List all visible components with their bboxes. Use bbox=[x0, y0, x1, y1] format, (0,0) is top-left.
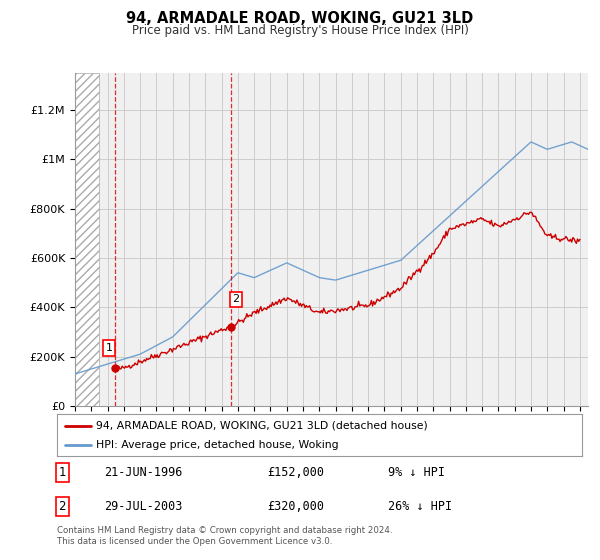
Text: 2: 2 bbox=[59, 500, 66, 513]
Text: £152,000: £152,000 bbox=[267, 465, 324, 479]
Text: £320,000: £320,000 bbox=[267, 500, 324, 513]
Text: 2: 2 bbox=[232, 295, 239, 304]
Text: Price paid vs. HM Land Registry's House Price Index (HPI): Price paid vs. HM Land Registry's House … bbox=[131, 24, 469, 36]
Text: 94, ARMADALE ROAD, WOKING, GU21 3LD (detached house): 94, ARMADALE ROAD, WOKING, GU21 3LD (det… bbox=[97, 421, 428, 431]
Text: 21-JUN-1996: 21-JUN-1996 bbox=[104, 465, 182, 479]
Text: Contains HM Land Registry data © Crown copyright and database right 2024.
This d: Contains HM Land Registry data © Crown c… bbox=[57, 526, 392, 546]
Text: 1: 1 bbox=[59, 465, 66, 479]
Text: 1: 1 bbox=[106, 343, 112, 353]
Text: 94, ARMADALE ROAD, WOKING, GU21 3LD: 94, ARMADALE ROAD, WOKING, GU21 3LD bbox=[127, 11, 473, 26]
Text: 26% ↓ HPI: 26% ↓ HPI bbox=[388, 500, 452, 513]
Text: 29-JUL-2003: 29-JUL-2003 bbox=[104, 500, 182, 513]
Text: 9% ↓ HPI: 9% ↓ HPI bbox=[388, 465, 445, 479]
Text: HPI: Average price, detached house, Woking: HPI: Average price, detached house, Woki… bbox=[97, 440, 339, 450]
